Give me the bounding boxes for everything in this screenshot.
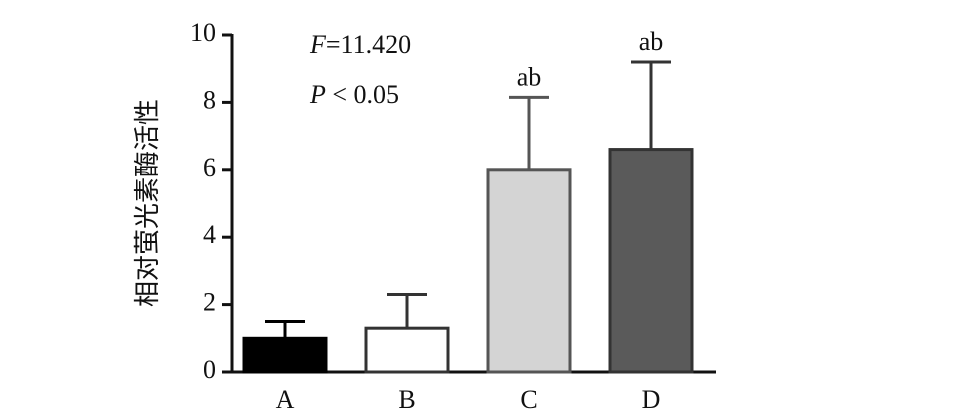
y-tick-label: 4	[203, 220, 216, 249]
bar	[364, 326, 450, 374]
y-tick-label: 0	[203, 355, 216, 384]
x-tick-label: A	[276, 385, 295, 414]
annotation-part: < 0.05	[326, 80, 399, 109]
x-tick-label: D	[642, 385, 661, 414]
annotation: F=11.420	[309, 30, 411, 59]
bar	[242, 336, 328, 374]
y-tick-label: 8	[203, 85, 216, 114]
annotation-part: P	[309, 80, 326, 109]
annotation: P < 0.05	[309, 80, 399, 109]
y-tick-label: 6	[203, 153, 216, 182]
y-tick-label: 2	[203, 288, 216, 317]
x-tick-label: B	[398, 385, 415, 414]
annotation-part: =11.420	[326, 30, 411, 59]
bar	[486, 168, 572, 374]
y-axis-label: 相对萤光素酶活性	[133, 99, 162, 307]
significance-label: ab	[517, 62, 542, 91]
bar	[608, 148, 694, 374]
annotation-part: F	[309, 30, 327, 59]
significance-label: ab	[639, 27, 664, 56]
x-tick-label: C	[520, 385, 537, 414]
y-tick-label: 10	[190, 18, 216, 47]
